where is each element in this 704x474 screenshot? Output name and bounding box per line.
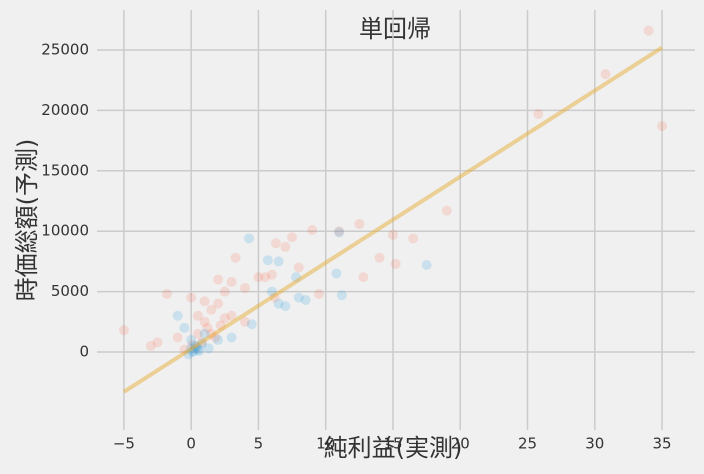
scatter-point [244,233,255,244]
scatter-point [186,292,197,303]
scatter-point [226,332,237,343]
scatter-point [199,316,210,327]
y-tick-label: 25000 [41,40,89,58]
x-tick-label: 30 [585,435,604,453]
scatter-point [533,109,544,120]
scatter-point [358,272,369,283]
scatter-point [186,334,197,345]
scatter-point [203,343,214,354]
scatter-point [239,282,250,293]
scatter-point [213,298,224,309]
scatter-point [336,290,347,301]
y-tick-label: 15000 [41,161,89,179]
y-tick-label: 10000 [41,222,89,240]
x-tick-label: 5 [254,435,264,453]
scatter-point [246,319,257,330]
x-axis-label: 純利益(実測) [324,434,463,462]
scatter-point [300,295,311,306]
scatter-point [213,334,224,345]
scatter-point [280,301,291,312]
scatter-point [194,345,205,356]
scatter-point [262,255,273,266]
scatter-point [118,325,129,336]
scatter-point [334,226,345,237]
scatter-point [408,233,419,244]
scatter-point [600,69,611,80]
scatter-point [421,260,432,271]
y-tick-label: 0 [79,342,89,360]
scatter-point [374,252,385,263]
scatter-point [643,25,654,36]
scatter-point [273,256,284,267]
scatter-point [219,286,230,297]
scatter-point [172,310,183,321]
scatter-point [152,337,163,348]
scatter-point [145,340,156,351]
x-tick-label: 20 [451,435,470,453]
scatter-point [192,310,203,321]
scatter-point [230,252,241,263]
scatter-point [331,268,342,279]
scatter-point [354,218,365,229]
x-tick-label: 0 [186,435,196,453]
scatter-point [270,238,281,249]
scatter-point [287,232,298,243]
scatter-point [202,322,213,333]
scatter-point [273,298,284,309]
scatter-point [219,313,230,324]
scatter-point [239,316,250,327]
scatter-point [334,227,345,238]
scatter-point [293,262,304,273]
scatter-point [293,292,304,303]
scatter-point [266,269,277,280]
chart-title: 単回帰 [359,15,431,43]
scatter-point [161,289,172,300]
scatter-point [657,121,668,132]
scatter-point [172,332,183,343]
scatter-point [226,310,237,321]
scatter-point [387,229,398,240]
scatter-point [226,276,237,287]
scatter-point [192,328,203,339]
scatter-point [441,205,452,216]
scatter-point [199,296,210,307]
x-tick-label: 15 [383,435,402,453]
scatter-point [253,272,264,283]
scatter-point [179,322,190,333]
x-tick-label: 10 [316,435,335,453]
y-tick-label: 20000 [41,101,89,119]
x-tick-label: 25 [518,435,537,453]
y-tick-label: 5000 [51,282,89,300]
regression-line [122,45,664,394]
x-tick-label: 35 [652,435,671,453]
scatter-point [390,258,401,269]
scatter-point [213,274,224,285]
y-axis-label: 時価総額(予測) [13,139,41,302]
scatter-point [260,272,271,283]
scatter-point [280,241,291,252]
x-tick-label: −5 [113,435,135,453]
scatter-point [206,304,217,315]
scatter-point [307,224,318,235]
scatter-point [313,289,324,300]
